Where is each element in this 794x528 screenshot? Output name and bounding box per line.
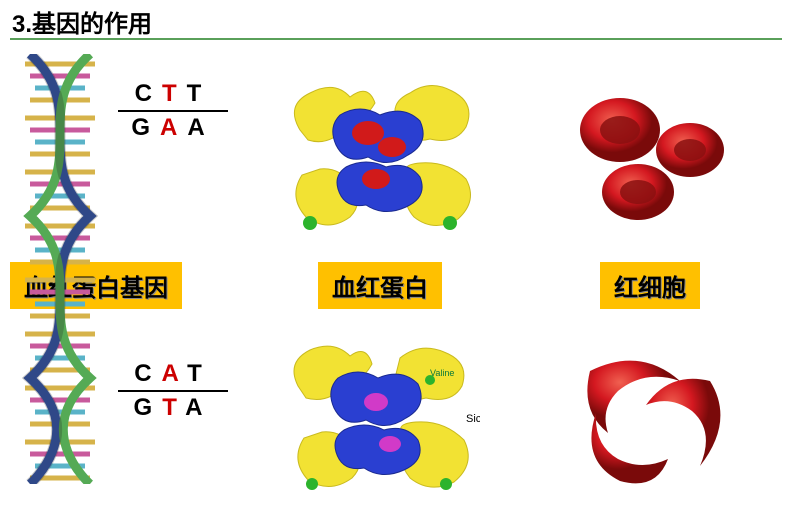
sickle-cells-icon: [560, 341, 740, 491]
hemoglobin-mutant-icon: Valine Sic: [280, 336, 480, 496]
title-underline: [10, 38, 782, 40]
codon-mutant: CAT GTA: [118, 360, 228, 422]
codon-normal-bottom: GAA: [118, 114, 228, 142]
red-blood-cells-icon: [560, 80, 740, 230]
annotation-side: Sic: [466, 413, 480, 425]
dna-column: CTT GAA CAT GTA: [0, 50, 240, 520]
rbc-sickle: [540, 331, 760, 501]
section-title: 3.基因的作用: [12, 4, 152, 39]
codon-mutant-top: CAT: [118, 360, 228, 388]
section-number: 3.: [12, 11, 32, 38]
section-text: 基因的作用: [32, 11, 152, 38]
dna-helix-icon: [10, 54, 110, 484]
codon-normal: CTT GAA: [118, 80, 228, 142]
content-grid: CTT GAA CAT GTA: [0, 50, 794, 520]
codon-mutant-bottom: GTA: [118, 394, 228, 422]
rbc-normal: [540, 70, 760, 240]
codon-divider: [118, 390, 228, 392]
hemoglobin-normal-icon: [280, 75, 480, 235]
protein-normal: [270, 70, 490, 240]
label-protein: 血红蛋白: [318, 262, 442, 309]
codon-normal-top: CTT: [118, 80, 228, 108]
codon-divider: [118, 110, 228, 112]
label-cell: 红细胞: [600, 262, 700, 309]
protein-mutant: Valine Sic: [270, 331, 490, 501]
annotation-valine: Valine: [430, 368, 454, 378]
